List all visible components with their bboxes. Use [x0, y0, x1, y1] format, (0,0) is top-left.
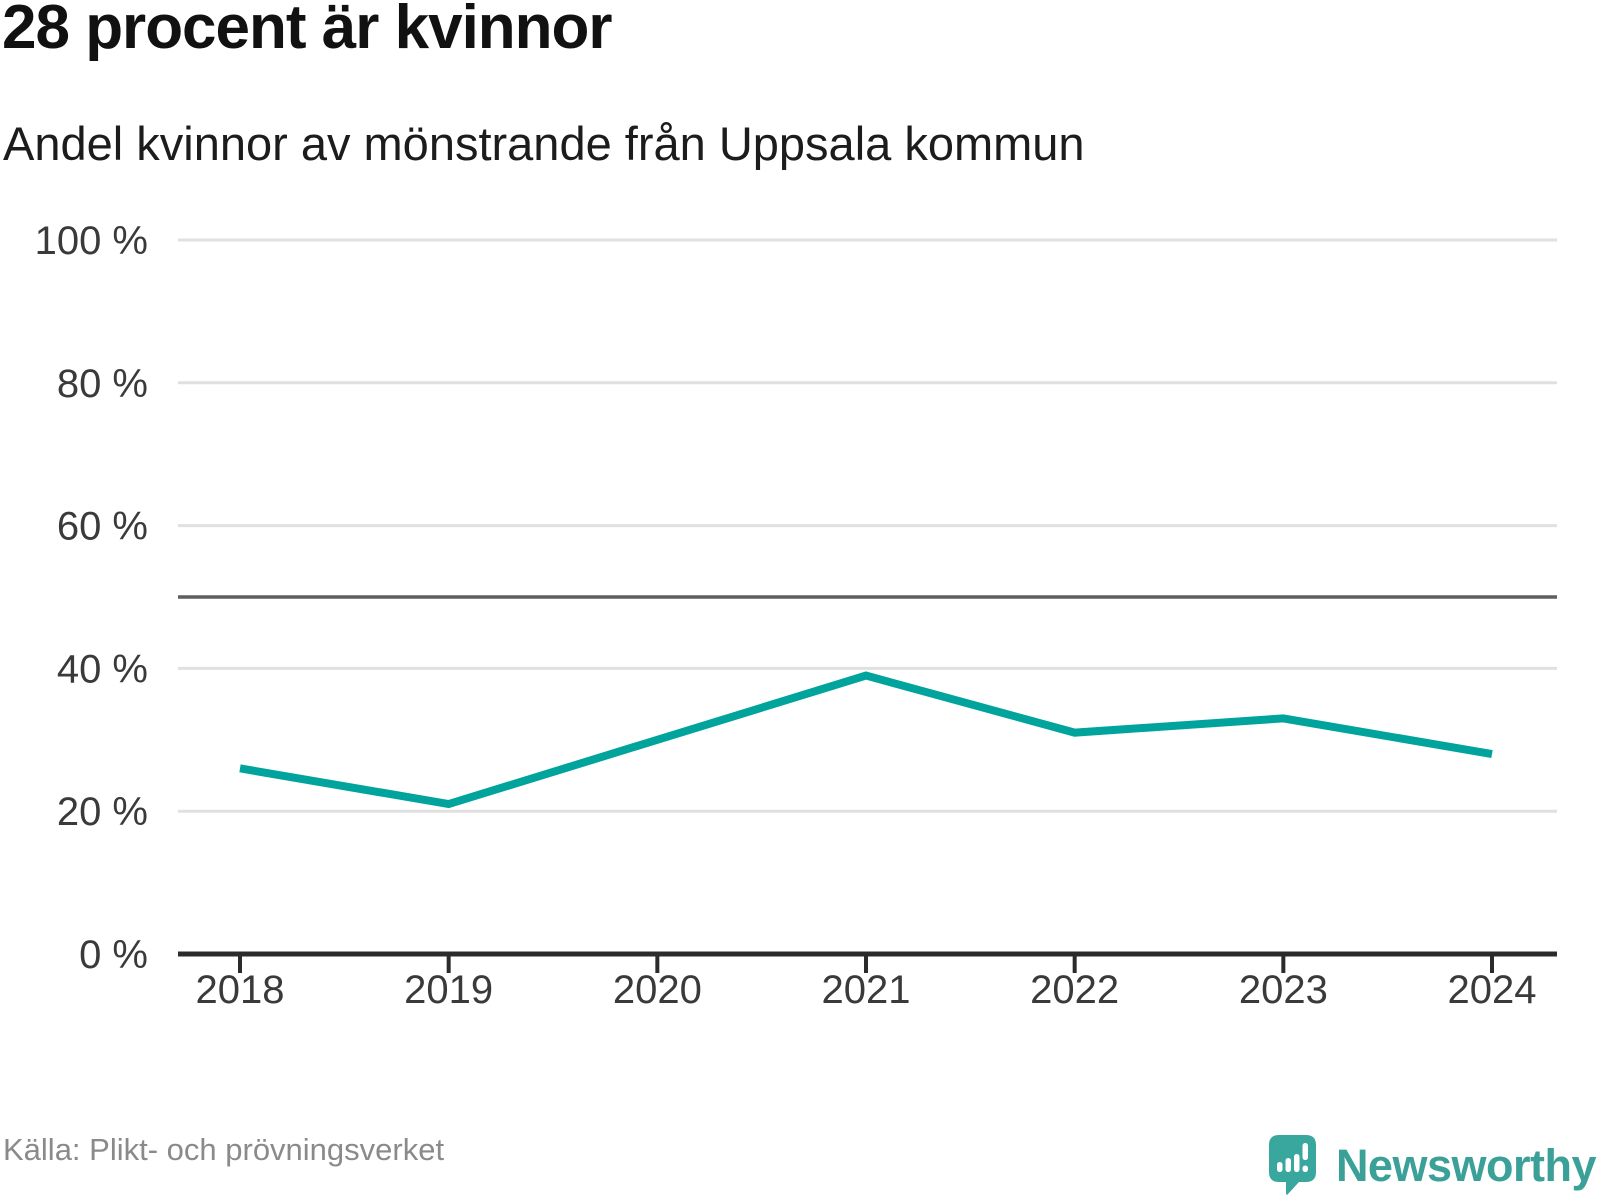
chart-title: 28 procent är kvinnor	[2, 0, 613, 62]
x-tick-label-2022: 2022	[1030, 968, 1119, 1012]
source-note: Källa: Plikt- och prövningsverket	[3, 1132, 445, 1167]
x-tick-label-2024: 2024	[1448, 968, 1537, 1012]
x-tick-label-2020: 2020	[613, 968, 702, 1012]
y-tick-label-20: 20 %	[57, 790, 148, 834]
chart-subtitle: Andel kvinnor av mönstrande från Uppsala…	[3, 117, 1085, 170]
y-tick-label-60: 60 %	[57, 505, 148, 549]
y-tick-label-100: 100 %	[35, 219, 148, 263]
speech-bubble-shape	[1268, 1135, 1316, 1195]
x-tick-label-2023: 2023	[1239, 968, 1328, 1012]
y-tick-label-40: 40 %	[57, 647, 148, 691]
mini-bar-chart-glyph	[1276, 1143, 1308, 1172]
newsworthy-icon	[1268, 1135, 1316, 1195]
x-tick-label-2021: 2021	[822, 968, 911, 1012]
data-line-0	[239, 671, 1493, 809]
brand-logo: Newsworthy	[1268, 1135, 1597, 1196]
y-tick-label-0: 0 %	[79, 933, 148, 977]
y-tick-label-80: 80 %	[57, 362, 148, 406]
x-tick-label-2018: 2018	[196, 968, 285, 1012]
brand-name: Newsworthy	[1335, 1139, 1597, 1191]
x-tick-label-2019: 2019	[404, 968, 493, 1012]
